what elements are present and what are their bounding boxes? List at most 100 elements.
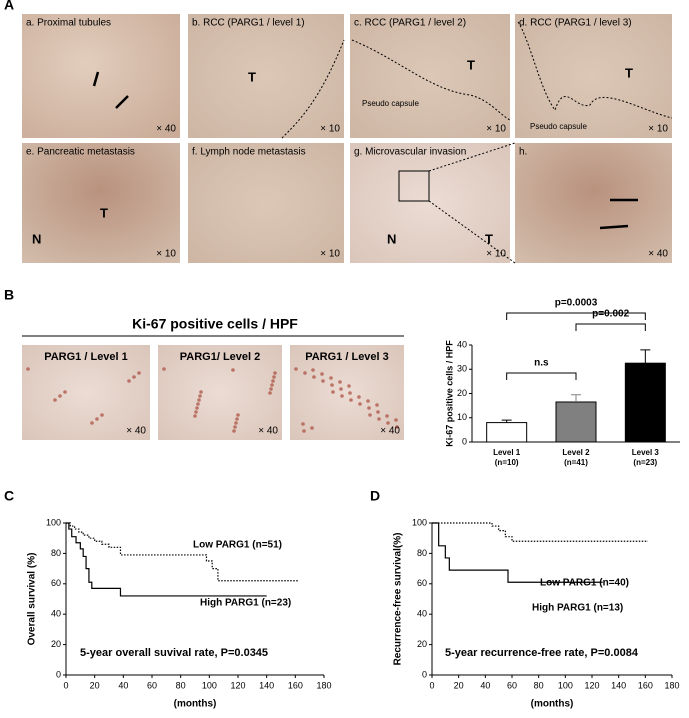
y-tick-label: 80 [51, 548, 61, 558]
nucleus [347, 384, 351, 388]
image-label: d. RCC (PARG1 / level 3) [519, 18, 632, 29]
nucleus [231, 368, 235, 372]
x-tick-label: 0 [429, 680, 434, 690]
magnification: × 10 [320, 124, 340, 135]
image-label: e. Pancreatic metastasis [26, 147, 135, 158]
region-label: T [485, 231, 493, 246]
nucleus [329, 376, 333, 380]
micrograph [158, 345, 282, 440]
significance: n.s [534, 358, 549, 369]
x-tick-label: Level 1 [493, 448, 521, 457]
sample-size: (n=10) [495, 458, 519, 467]
significance: p=0.002 [592, 309, 629, 320]
nucleus [375, 403, 379, 407]
magnification: × 40 [648, 249, 668, 260]
x-tick-label: 60 [147, 680, 157, 690]
nucleus [312, 375, 316, 379]
x-axis-label: (months) [531, 699, 574, 710]
nucleus [386, 421, 390, 425]
magnification: × 10 [486, 124, 506, 135]
x-tick-label: 40 [480, 680, 490, 690]
nucleus [95, 417, 99, 421]
nucleus [236, 413, 240, 417]
bar [555, 401, 597, 443]
magnification: × 40 [156, 124, 176, 135]
magnification: × 10 [320, 249, 340, 260]
image-label: PARG1/ Level 2 [180, 351, 261, 363]
nucleus [132, 375, 136, 379]
nucleus [302, 429, 306, 433]
sample-size: (n=41) [564, 458, 588, 467]
region-label: N [32, 231, 41, 246]
nucleus [301, 422, 305, 426]
y-tick-label: 20 [417, 639, 427, 649]
micrograph [350, 14, 510, 138]
x-tick-label: 0 [63, 680, 68, 690]
panel-letter: C [4, 488, 14, 504]
y-tick-label: 40 [51, 609, 61, 619]
boundary [281, 39, 345, 139]
magnification: × 40 [126, 426, 146, 437]
arrow [115, 95, 129, 109]
nucleus [194, 410, 198, 414]
micrograph [290, 345, 404, 440]
image-label: g. Microvascular invasion [354, 147, 466, 158]
series-label: Low PARG1 (n=40) [540, 578, 629, 589]
micrograph [22, 345, 150, 440]
y-axis-label: Overall survival (%) [27, 553, 38, 646]
nucleus [377, 417, 381, 421]
zoom-line [428, 142, 516, 264]
bar [624, 362, 666, 443]
micrograph [515, 14, 672, 138]
survival-curve [432, 522, 603, 583]
x-tick-label: 100 [558, 680, 573, 690]
x-tick-label: Level 3 [632, 448, 660, 457]
section-title: Ki-67 positive cells / HPF [132, 316, 298, 332]
nucleus [358, 402, 362, 406]
y-tick-label: 60 [51, 578, 61, 588]
nucleus [340, 394, 344, 398]
x-tick-label: 20 [90, 680, 100, 690]
nucleus [348, 391, 352, 395]
sample-size: (n=23) [633, 458, 657, 467]
y-axis-label: Recurrence-free survival(%) [393, 533, 404, 666]
x-tick-label: 180 [664, 680, 679, 690]
x-axis-label: (months) [174, 699, 217, 710]
nucleus [357, 395, 361, 399]
x-tick-label: Level 2 [562, 448, 590, 457]
nucleus [294, 367, 298, 371]
y-tick-label: 0 [422, 669, 427, 679]
region-label: Pseudo capsule [362, 99, 419, 108]
micrograph [188, 14, 344, 138]
nucleus [58, 394, 62, 398]
nucleus [90, 421, 94, 425]
y-tick-label: 20 [457, 388, 467, 398]
y-tick-label: 10 [457, 412, 467, 422]
micrograph [350, 143, 510, 263]
x-tick-label: 80 [534, 680, 544, 690]
x-tick-label: 180 [316, 680, 331, 690]
y-axis-label: Ki-67 positive cells / HPF [444, 340, 454, 447]
image-label: f. Lymph node metastasis [192, 147, 306, 158]
x-tick-label: 160 [288, 680, 303, 690]
arrow [599, 224, 629, 230]
nucleus [195, 406, 199, 410]
nucleus [162, 367, 166, 371]
nucleus [367, 406, 371, 410]
stat-annotation: 5-year recurrence-free rate, P=0.0084 [445, 647, 639, 659]
nucleus [272, 375, 276, 379]
bar [486, 422, 528, 443]
x-tick-label: 140 [611, 680, 626, 690]
nucleus [233, 425, 237, 429]
y-tick-label: 60 [417, 578, 427, 588]
nucleus [368, 413, 372, 417]
nucleus [339, 387, 343, 391]
nucleus [349, 398, 353, 402]
region-label: Pseudo capsule [530, 122, 587, 131]
stat-annotation: 5-year overall suvival rate, P=0.0345 [80, 647, 268, 659]
survival-curve [432, 522, 648, 542]
nucleus [376, 410, 380, 414]
nucleus [63, 390, 67, 394]
y-tick-label: 40 [417, 609, 427, 619]
